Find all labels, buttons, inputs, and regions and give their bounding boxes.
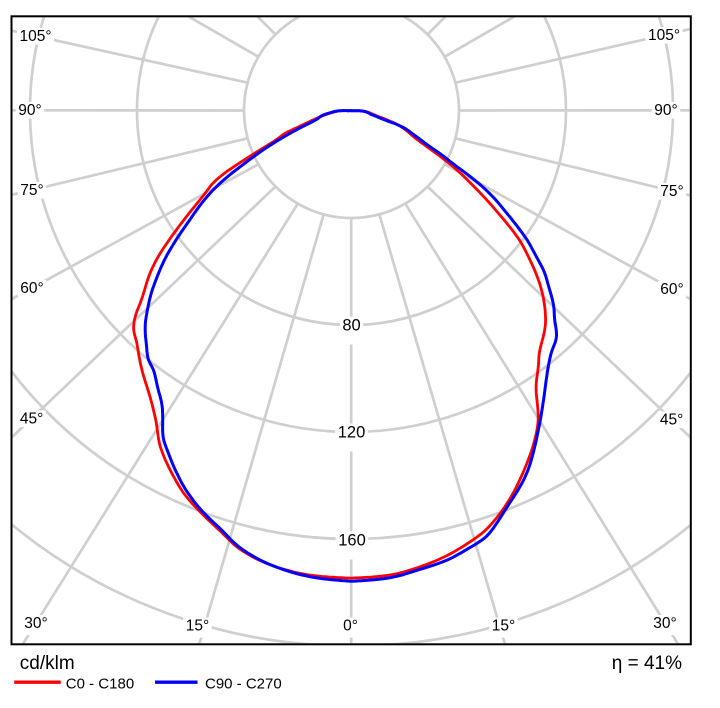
svg-text:30°: 30° (653, 615, 676, 632)
svg-text:160: 160 (338, 532, 366, 550)
svg-text:0°: 0° (343, 618, 358, 635)
svg-text:30°: 30° (24, 615, 47, 632)
svg-text:75°: 75° (20, 182, 43, 199)
svg-text:45°: 45° (20, 411, 43, 428)
svg-text:105°: 105° (648, 27, 680, 44)
svg-text:60°: 60° (20, 280, 43, 297)
svg-text:C0 - C180: C0 - C180 (66, 676, 134, 693)
svg-text:80: 80 (342, 317, 360, 335)
svg-text:45°: 45° (660, 412, 683, 429)
svg-text:75°: 75° (660, 183, 683, 200)
svg-text:90°: 90° (18, 102, 41, 119)
svg-text:60°: 60° (660, 281, 683, 298)
svg-text:105°: 105° (19, 28, 51, 45)
svg-text:120: 120 (338, 424, 366, 442)
svg-text:15°: 15° (492, 618, 515, 635)
svg-text:15°: 15° (186, 618, 209, 635)
svg-text:cd/klm: cd/klm (20, 653, 75, 674)
svg-text:90°: 90° (654, 102, 677, 119)
svg-text:C90 - C270: C90 - C270 (205, 676, 282, 693)
svg-text:η = 41%: η = 41% (612, 653, 682, 674)
